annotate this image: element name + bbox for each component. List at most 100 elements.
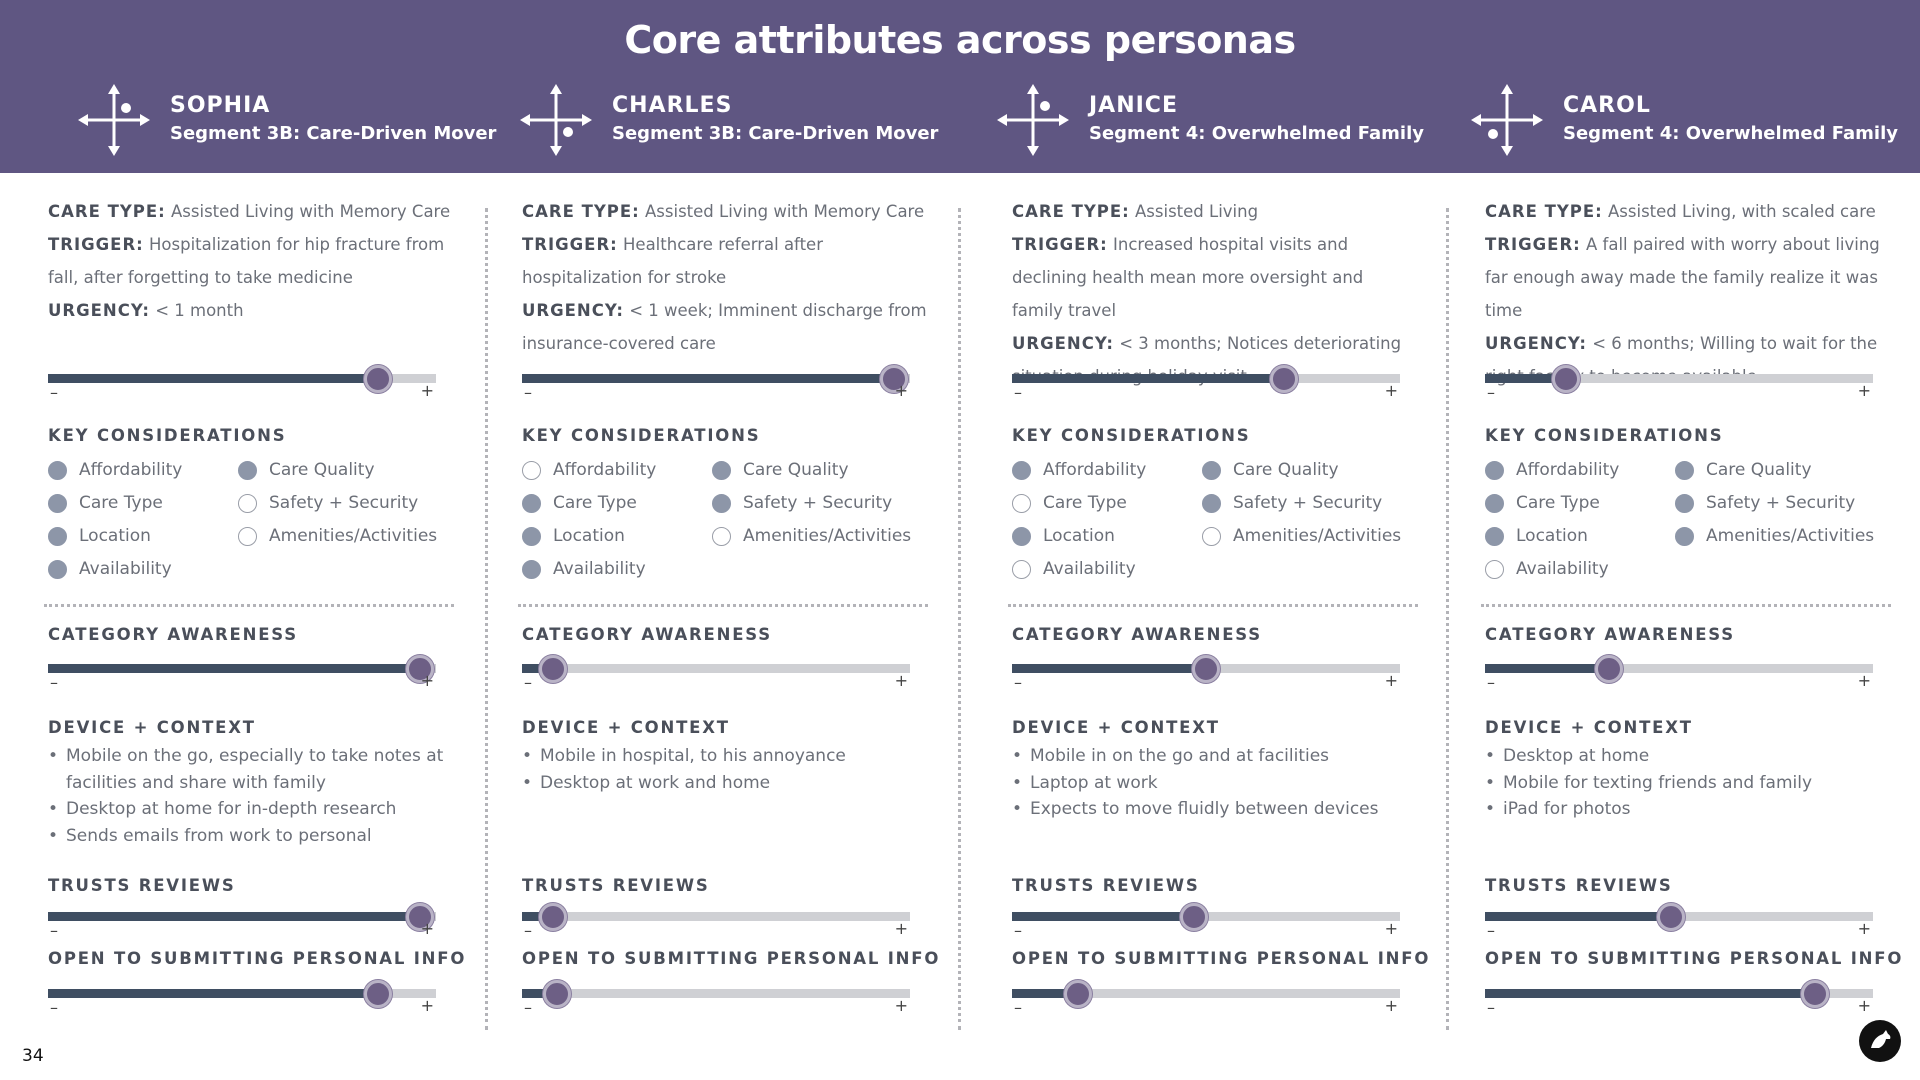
slider-knob[interactable] [1552,365,1581,393]
care-type-value: Assisted Living, with scaled care [1608,202,1876,221]
trusts-reviews-slider[interactable]: – + [1012,903,1400,943]
open-personal-info-slider[interactable]: – + [1012,980,1400,1020]
slider-knob[interactable] [1595,655,1624,683]
consideration-item: Care Quality [712,455,849,485]
slider-knob[interactable] [406,655,435,683]
device-context-list: Mobile on the go, especially to take not… [48,743,453,849]
urgency-label: URGENCY: [48,301,150,320]
device-context-item: Mobile for texting friends and family [1485,770,1890,797]
open-personal-info-slider[interactable]: – + [522,980,910,1020]
device-context-label: DEVICE + CONTEXT [522,718,730,737]
urgency-label: URGENCY: [522,301,624,320]
slider-min-label: – [1014,998,1022,1017]
persona-column: CARE TYPE: Assisted Living, with scaled … [1481,173,1901,1033]
checked-dot-icon [1485,526,1504,546]
urgency-slider[interactable]: – + [522,365,910,405]
slider-knob[interactable] [1180,903,1209,931]
care-type-row: CARE TYPE: Assisted Living [1012,195,1417,228]
slider-knob[interactable] [1063,980,1092,1008]
trusts-reviews-slider[interactable]: – + [1485,903,1873,943]
slider-knob[interactable] [539,655,568,683]
urgency-slider[interactable]: – + [1012,365,1400,405]
urgency-slider[interactable]: – + [48,365,436,405]
slider-max-label: + [894,919,908,938]
device-context-item: Mobile in hospital, to his annoyance [522,743,927,770]
slider-min-label: – [1014,383,1022,402]
unchecked-dot-icon [238,526,257,546]
slider-min-label: – [50,673,58,692]
care-type-label: CARE TYPE: [522,202,640,221]
slider-knob[interactable] [542,980,571,1008]
trusts-reviews-label: TRUSTS REVIEWS [1485,876,1673,895]
category-awareness-label: CATEGORY AWARENESS [48,625,298,644]
slider-knob[interactable] [363,365,392,393]
slider-knob[interactable] [1192,655,1220,683]
checked-dot-icon [1675,526,1694,546]
consideration-label: Care Type [1516,493,1600,513]
consideration-item: Care Quality [238,455,375,485]
consideration-label: Location [553,526,625,546]
consideration-item: Care Type [1012,488,1127,518]
consideration-label: Amenities/Activities [1233,526,1402,546]
slider-max-label: + [420,671,434,690]
slider-track [522,912,910,921]
checked-dot-icon [48,460,67,480]
slider-track [522,989,910,998]
checked-dot-icon [522,493,541,513]
consideration-label: Safety + Security [1233,493,1383,513]
consideration-item: Safety + Security [1202,488,1382,518]
trigger-label: TRIGGER: [522,235,618,254]
category-awareness-slider[interactable]: – + [522,655,910,695]
slider-knob[interactable] [406,903,435,931]
open-personal-info-slider[interactable]: – + [1485,980,1873,1020]
section-divider [518,604,928,607]
care-type-value: Assisted Living with Memory Care [645,202,925,221]
consideration-item: Care Type [522,488,637,518]
slider-min-label: – [524,673,532,692]
consideration-label: Affordability [553,460,657,480]
slider-knob[interactable] [1800,980,1829,1008]
slider-max-label: + [1857,996,1871,1015]
device-context-label: DEVICE + CONTEXT [48,718,256,737]
persona-segment: Segment 3B: Care-Driven Mover [612,123,939,144]
urgency-slider[interactable]: – + [1485,365,1873,405]
open-personal-info-slider[interactable]: – + [48,980,436,1020]
consideration-label: Availability [1516,559,1609,579]
slider-min-label: – [1487,673,1495,692]
consideration-label: Safety + Security [269,493,419,513]
trusts-reviews-slider[interactable]: – + [522,903,910,943]
section-divider [1008,604,1418,607]
slider-knob[interactable] [539,903,568,931]
persona-name: JANICE [1089,93,1178,118]
persona-name: SOPHIA [170,93,271,118]
slider-knob[interactable] [1269,365,1298,393]
consideration-label: Care Quality [269,460,375,480]
device-context-item: Sends emails from work to personal [48,823,453,850]
slider-knob[interactable] [1657,903,1686,931]
brand-logo-icon [1871,1030,1891,1048]
slider-knob[interactable] [880,365,909,393]
consideration-item: Location [522,521,625,551]
slider-max-label: + [1857,671,1871,690]
category-awareness-slider[interactable]: – + [48,655,436,695]
persona-info: CARE TYPE: Assisted Living with Memory C… [48,195,453,327]
column-separator [1446,208,1449,1030]
slider-max-label: + [1384,919,1398,938]
device-context-list: Mobile in on the go and at facilitiesLap… [1012,743,1417,823]
slider-knob[interactable] [363,980,392,1008]
slider-min-label: – [50,383,58,402]
checked-dot-icon [48,559,67,579]
slider-min-label: – [1487,383,1495,402]
category-awareness-slider[interactable]: – + [1012,655,1400,695]
checked-dot-icon [48,526,67,546]
category-awareness-slider[interactable]: – + [1485,655,1873,695]
consideration-label: Safety + Security [743,493,893,513]
consideration-item: Availability [1485,554,1609,584]
persona-header: CHARLES Segment 3B: Care-Driven Mover [518,82,988,162]
slider-fill [1485,989,1815,998]
trusts-reviews-slider[interactable]: – + [48,903,436,943]
open-personal-info-label: OPEN TO SUBMITTING PERSONAL INFO [1012,949,1431,968]
care-type-value: Assisted Living [1135,202,1259,221]
trigger-label: TRIGGER: [48,235,144,254]
category-awareness-label: CATEGORY AWARENESS [522,625,772,644]
